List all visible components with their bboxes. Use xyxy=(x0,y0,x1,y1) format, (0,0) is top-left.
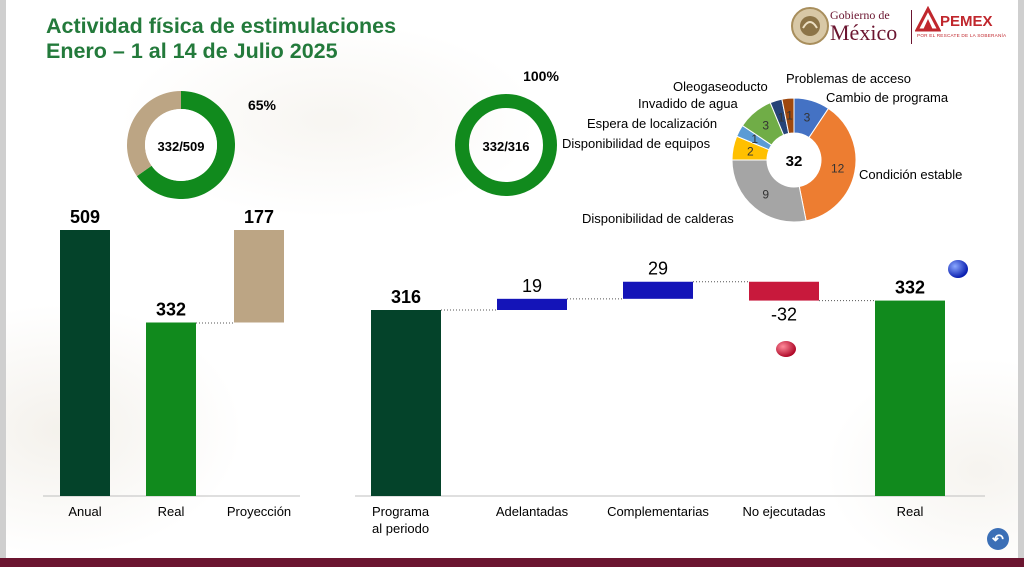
category-label: Real xyxy=(897,504,924,519)
category-label: No ejecutadas xyxy=(742,504,826,519)
slice-value-label: 1 xyxy=(786,109,793,123)
bar-proyeccion xyxy=(234,230,284,323)
waterfall-value-label: 316 xyxy=(391,287,421,307)
waterfall-bar xyxy=(623,281,693,299)
waterfall-bar xyxy=(371,310,441,496)
back-arrow-icon[interactable]: ↶ xyxy=(987,528,1009,550)
title-line-1: Actividad física de estimulaciones xyxy=(46,14,397,38)
waterfall-value-label: 332 xyxy=(895,278,925,298)
bar-chart-anual: 509 332 177 Anual Real Proyección xyxy=(43,207,300,519)
bar-real xyxy=(146,322,196,496)
donut-slice-real xyxy=(455,94,557,196)
category-label: Programa xyxy=(372,504,430,519)
bottom-bar xyxy=(0,558,1024,567)
waterfall-value-label: 29 xyxy=(648,259,668,279)
indicator-blue-icon xyxy=(948,260,968,278)
category-label: Complementarias xyxy=(607,504,709,519)
legend-label: Disponibilidad de equipos xyxy=(562,136,711,151)
window-edge-right xyxy=(1018,0,1024,567)
slice-value-label: 1 xyxy=(751,132,758,146)
category-label: Proyección xyxy=(227,504,291,519)
page-title: Actividad física de estimulaciones Enero… xyxy=(46,14,396,64)
mexico-seal-icon xyxy=(791,7,829,45)
legend-label: Problemas de acceso xyxy=(786,71,911,86)
donut-slice xyxy=(126,91,181,177)
category-label: al periodo xyxy=(372,521,429,536)
category-label: Real xyxy=(158,504,185,519)
bar-anual xyxy=(60,230,110,496)
bar-value-label: 509 xyxy=(70,207,100,227)
donut-percent-label: 100% xyxy=(523,68,559,84)
slice-value-label: 1 xyxy=(778,110,785,124)
waterfall-chart: 316 19 29 -32 332 Programa al periodo Ad… xyxy=(355,259,985,536)
indicator-red-icon xyxy=(776,341,796,357)
donut-hole xyxy=(145,109,217,181)
waterfall-value-label: -32 xyxy=(771,305,797,325)
slice-value-label: 3 xyxy=(762,119,769,133)
logos: Gobierno de México PEMEX POR EL RESCATE … xyxy=(788,4,1018,48)
bar-value-label: 177 xyxy=(244,207,274,227)
gobierno-de-mexico-logo: Gobierno de México xyxy=(830,8,898,45)
legend-label: Condición estable xyxy=(859,167,962,182)
donut-center-label: 32 xyxy=(786,153,803,170)
legend-label: Disponibilidad de calderas xyxy=(582,211,734,226)
slice-value-label: 2 xyxy=(747,144,754,158)
waterfall-bar xyxy=(497,298,567,310)
donut-percent-label: 65% xyxy=(248,97,277,113)
slice-value-label: 9 xyxy=(762,187,769,201)
gobierno-line-2: México xyxy=(830,20,898,45)
logo-divider xyxy=(911,10,912,44)
pemex-tagline: POR EL RESCATE DE LA SOBERANÍA xyxy=(917,33,1007,38)
donut-programa-periodo: 332/316 100% xyxy=(455,68,559,196)
gobierno-line-1: Gobierno de xyxy=(830,8,890,22)
legend-label: Espera de localización xyxy=(587,116,717,131)
waterfall-value-label: 19 xyxy=(522,276,542,296)
legend-label: Cambio de programa xyxy=(826,90,949,105)
title-line-2: Enero – 1 al 14 de Julio 2025 xyxy=(46,39,338,63)
pemex-eagle-icon xyxy=(915,6,941,32)
pemex-logo: PEMEX xyxy=(940,13,993,30)
donut-center-label: 332/316 xyxy=(483,139,530,154)
legend-label: Invadido de agua xyxy=(638,96,739,111)
waterfall-bar xyxy=(875,300,945,496)
donut-hole xyxy=(767,133,821,187)
category-label: Adelantadas xyxy=(496,504,569,519)
category-label: Anual xyxy=(68,504,101,519)
slice-value-label: 12 xyxy=(831,162,845,176)
legend-label: Oleogaseoducto xyxy=(673,79,768,94)
donut-slice xyxy=(136,91,235,199)
slice-value-label: 3 xyxy=(804,110,811,124)
window-edge-left xyxy=(0,0,6,567)
donut-center-label: 332/509 xyxy=(158,139,205,154)
waterfall-bar xyxy=(749,281,819,301)
bar-value-label: 332 xyxy=(156,299,186,319)
donut-programa-anual: 332/509 65% xyxy=(126,91,277,199)
